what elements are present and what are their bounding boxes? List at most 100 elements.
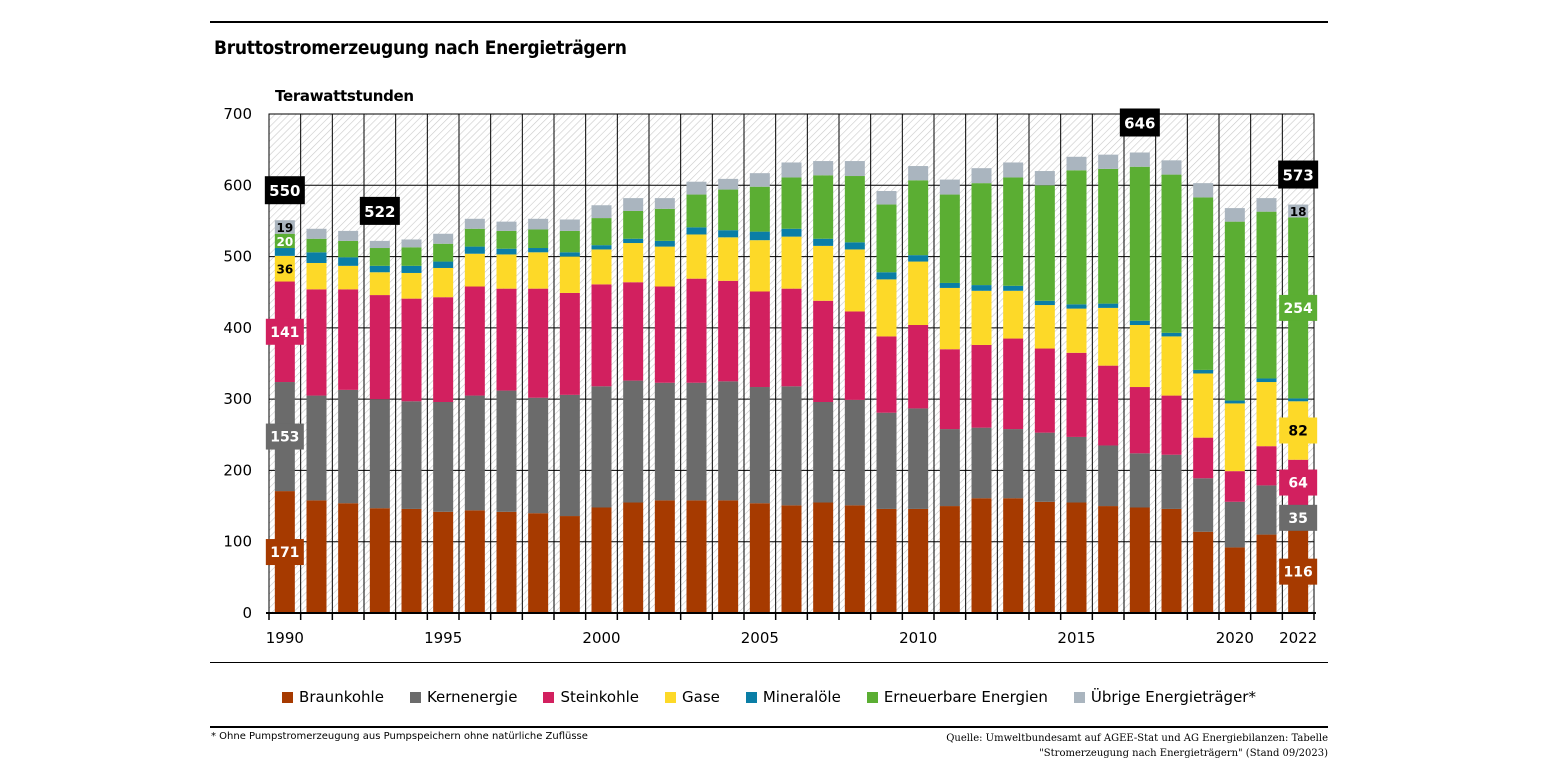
bar-segment-braunkohle-2010 <box>908 508 929 613</box>
bar-segment-kernenergie-2003 <box>686 382 707 501</box>
legend-swatch <box>543 691 555 703</box>
total-label-box <box>264 176 305 205</box>
bar-segment-mineralöle-1996 <box>464 246 485 254</box>
bar-segment-erneuerbare-energien-2004 <box>718 189 739 231</box>
bar-segment-braunkohle-2011 <box>939 506 960 613</box>
bar-segment-erneuerbare-energien-1993 <box>369 248 390 266</box>
bar-segment-braunkohle-2009 <box>876 508 897 613</box>
segment-label-box <box>265 539 304 566</box>
segment-label-box <box>1279 294 1318 321</box>
bar-segment-erneuerbare-energien-1994 <box>401 247 422 266</box>
x-tick-label: 1990 <box>266 629 304 647</box>
bar-segment-kernenergie-2011 <box>939 429 960 507</box>
bar-segment-steinkohle-1997 <box>496 288 517 391</box>
bar-segment-gase-2007 <box>813 245 834 301</box>
bar-segment-erneuerbare-energien-2010 <box>908 180 929 256</box>
bar-segment-gase-2000 <box>591 249 612 285</box>
bar-segment-kernenergie-2010 <box>908 408 929 509</box>
bar-segment-gase-1997 <box>496 254 517 289</box>
y-axis-label: Terawattstunden <box>275 87 414 105</box>
bar-segment-kernenergie-2021 <box>1256 485 1277 535</box>
bar-segment-steinkohle-2015 <box>1066 352 1087 437</box>
y-tick-label: 400 <box>223 319 252 337</box>
bar-segment-braunkohle-2014 <box>1034 501 1055 613</box>
bar-segment-kernenergie-2002 <box>654 382 675 501</box>
chart-title: Bruttostromerzeugung nach Energieträgern <box>214 37 627 59</box>
bar-segment-mineralöle-2013 <box>1003 285 1024 291</box>
bar-segment-kernenergie-1997 <box>496 390 517 512</box>
bar-segment-steinkohle-2021 <box>1256 446 1277 486</box>
bar-segment-braunkohle-2018 <box>1161 508 1182 613</box>
bar-segment-erneuerbare-energien-2017 <box>1129 166 1150 321</box>
total-label: 522 <box>364 203 395 221</box>
bar-segment-kernenergie-2006 <box>781 386 802 506</box>
bar-segment-übrige-energieträger--2022 <box>1288 204 1309 218</box>
bar-segment-mineralöle-2001 <box>623 238 644 244</box>
bar-segment-kernenergie-2001 <box>623 380 644 503</box>
bar-segment-braunkohle-2004 <box>718 500 739 613</box>
bar-segment-mineralöle-2009 <box>876 272 897 280</box>
legend-item: Gase <box>665 688 720 706</box>
bar-segment-übrige-energieträger--2017 <box>1129 152 1150 167</box>
bar-segment-steinkohle-1998 <box>528 288 549 398</box>
total-label-box <box>1278 160 1319 189</box>
y-tick-label: 300 <box>223 390 252 408</box>
bar-segment-gase-2010 <box>908 261 929 326</box>
x-tick-label: 2022 <box>1279 629 1317 647</box>
bar-segment-übrige-energieträger--2006 <box>781 162 802 178</box>
segment-label-box <box>265 423 304 450</box>
segment-label: 20 <box>276 235 293 249</box>
bar-segment-gase-2005 <box>749 240 770 292</box>
bar-segment-steinkohle-1991 <box>306 289 327 396</box>
bar-segment-mineralöle-2011 <box>939 282 960 288</box>
bar-segment-gase-2003 <box>686 234 707 279</box>
bar-segment-kernenergie-2008 <box>844 399 865 506</box>
legend: Braunkohle Kernenergie Steinkohle Gase Miner… <box>210 688 1328 706</box>
bar-segment-übrige-energieträger--2016 <box>1098 154 1119 169</box>
legend-item: Kernenergie <box>409 688 517 706</box>
y-tick-label: 500 <box>223 248 252 266</box>
bar-segment-kernenergie-2014 <box>1034 432 1055 502</box>
bar-segment-gase-1994 <box>401 272 422 299</box>
bar-segment-mineralöle-2007 <box>813 238 834 246</box>
bar-segment-mineralöle-1995 <box>433 261 454 268</box>
bar-segment-übrige-energieträger--1992 <box>338 230 359 241</box>
bar-segment-mineralöle-2008 <box>844 242 865 250</box>
bar-segment-gase-2011 <box>939 287 960 350</box>
bar-segment-kernenergie-2004 <box>718 381 739 501</box>
bar-segment-steinkohle-1995 <box>433 297 454 402</box>
bar-segment-gase-2008 <box>844 249 865 312</box>
bar-segment-erneuerbare-energien-1999 <box>559 230 580 253</box>
bar-segment-gase-2016 <box>1098 307 1119 366</box>
bar-segment-mineralöle-2002 <box>654 240 675 247</box>
bar-segment-gase-2015 <box>1066 308 1087 353</box>
bar-segment-mineralöle-2021 <box>1256 378 1277 383</box>
y-tick-label: 100 <box>223 533 252 551</box>
bar-segment-erneuerbare-energien-2019 <box>1193 197 1214 370</box>
bar-segment-steinkohle-2019 <box>1193 437 1214 479</box>
bar-segment-braunkohle-2002 <box>654 500 675 613</box>
bar-segment-erneuerbare-energien-2014 <box>1034 185 1055 301</box>
x-tick-label: 2005 <box>741 629 779 647</box>
bar-segment-braunkohle-2019 <box>1193 531 1214 613</box>
bar-segment-gase-2001 <box>623 243 644 283</box>
segment-label: 82 <box>1288 424 1307 440</box>
bar-segment-erneuerbare-energien-2008 <box>844 176 865 243</box>
bar-segment-braunkohle-2015 <box>1066 502 1087 613</box>
segment-label-box <box>1279 469 1318 496</box>
total-label-box <box>1119 108 1160 137</box>
bar-segment-übrige-energieträger--1998 <box>528 218 549 230</box>
bar-segment-übrige-energieträger--2002 <box>654 198 675 209</box>
bar-segment-übrige-energieträger--2020 <box>1224 208 1245 222</box>
bar-segment-gase-2017 <box>1129 325 1150 388</box>
bar-segment-erneuerbare-energien-1991 <box>306 238 327 253</box>
bar-segment-steinkohle-1999 <box>559 292 580 395</box>
top-rule <box>210 21 1328 23</box>
bar-segment-braunkohle-2003 <box>686 500 707 613</box>
bar-segment-braunkohle-2007 <box>813 502 834 613</box>
bar-segment-gase-2009 <box>876 279 897 337</box>
bar-segment-braunkohle-2012 <box>971 498 992 613</box>
bar-segment-erneuerbare-energien-1990 <box>274 233 295 249</box>
bar-segment-übrige-energieträger--1990 <box>274 220 295 234</box>
bar-segment-mineralöle-2018 <box>1161 332 1182 337</box>
